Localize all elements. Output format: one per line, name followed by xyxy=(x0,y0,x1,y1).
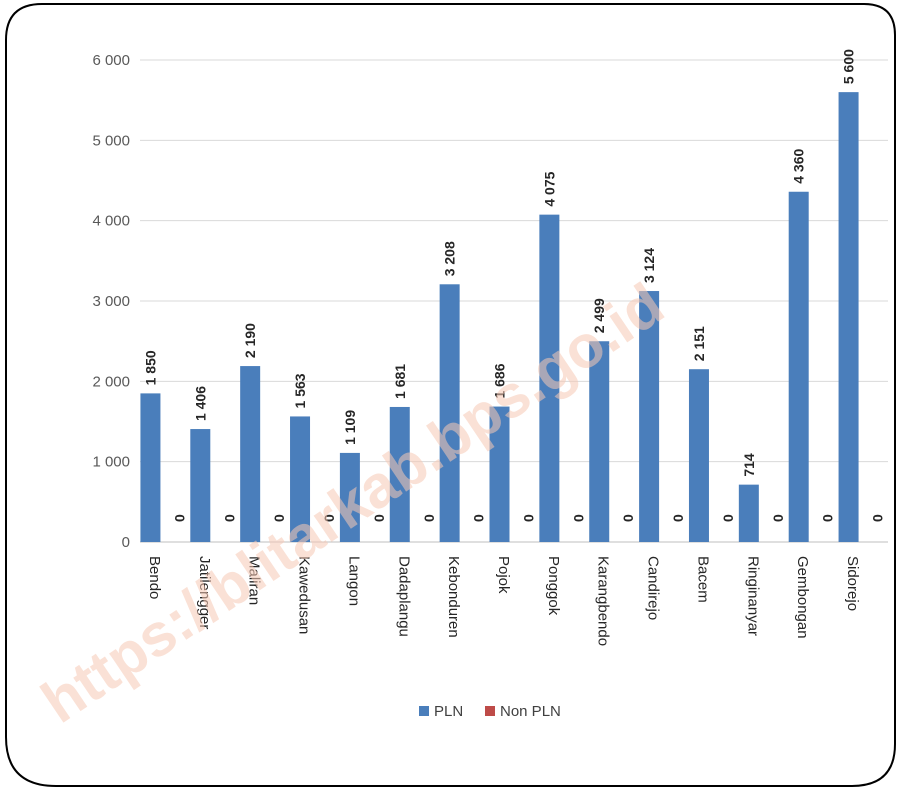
data-label-non-pln: 0 xyxy=(371,514,387,522)
bar-pln xyxy=(539,214,560,542)
bar-pln xyxy=(240,366,261,542)
bar-pln xyxy=(290,416,311,542)
data-label-pln: 2 190 xyxy=(242,323,258,358)
category-label: Ringinanyar xyxy=(744,556,761,636)
bar-pln xyxy=(639,291,660,542)
category-label: Kawedusan xyxy=(296,556,313,634)
data-label-pln: 1 850 xyxy=(142,350,158,385)
category-label: Ponggok xyxy=(545,556,562,616)
data-label-non-pln: 0 xyxy=(720,514,736,522)
data-label-pln: 1 563 xyxy=(292,373,308,408)
legend: PLN Non PLN xyxy=(419,703,561,720)
category-label: Kebonduren xyxy=(445,556,462,638)
bars xyxy=(140,92,859,542)
data-label-pln: 5 600 xyxy=(841,49,857,84)
data-label-pln: 3 124 xyxy=(641,248,657,283)
y-tick-label: 5 000 xyxy=(92,132,130,149)
data-label-non-pln: 0 xyxy=(870,514,886,522)
data-label-pln: 4 360 xyxy=(791,148,807,183)
category-label: Maliran xyxy=(246,556,263,605)
y-tick-label: 0 xyxy=(122,534,130,551)
category-label: Sidorejo xyxy=(844,556,861,611)
category-label: Bendo xyxy=(146,556,163,599)
category-label: Jatilengger xyxy=(196,556,213,629)
watermark: https://blitarkab.bps.go.id xyxy=(30,270,675,736)
data-label-non-pln: 0 xyxy=(670,514,686,522)
y-tick-label: 1 000 xyxy=(92,454,130,471)
data-label-pln: 714 xyxy=(741,453,757,477)
data-label-non-pln: 0 xyxy=(221,514,237,522)
y-axis-tick-labels: 0 1 000 2 000 3 000 4 000 5 000 6 000 xyxy=(92,52,130,551)
category-label: Candirejo xyxy=(645,556,662,620)
y-tick-label: 2 000 xyxy=(92,373,130,390)
legend-swatch-pln xyxy=(419,706,429,716)
data-label-non-pln: 0 xyxy=(271,514,287,522)
category-label: Karangbendo xyxy=(595,556,612,646)
data-label-pln: 3 208 xyxy=(442,241,458,276)
category-label: Pojok xyxy=(495,556,512,594)
bar-pln xyxy=(688,369,709,542)
category-label: Langon xyxy=(345,556,362,606)
category-label: Gembongan xyxy=(794,556,811,639)
data-label-non-pln: 0 xyxy=(570,514,586,522)
data-label-pln: 2 499 xyxy=(591,298,607,333)
data-label-non-pln: 0 xyxy=(770,514,786,522)
bar-pln xyxy=(439,284,460,542)
x-axis-category-labels: Bendo Jatilengger Maliran Kawedusan Langon Da… xyxy=(146,556,861,646)
bar-pln xyxy=(738,484,759,542)
data-label-non-pln: 0 xyxy=(471,514,487,522)
legend-label-pln: PLN xyxy=(434,703,463,720)
legend-label-non-pln: Non PLN xyxy=(500,703,561,720)
bar-pln xyxy=(140,393,161,542)
data-label-non-pln: 0 xyxy=(820,514,836,522)
category-label: Dadaplangu xyxy=(395,556,412,637)
data-label-pln: 2 151 xyxy=(691,326,707,361)
bar-pln xyxy=(489,406,510,542)
y-tick-label: 3 000 xyxy=(92,293,130,310)
bar-pln xyxy=(339,452,360,542)
gridlines xyxy=(140,59,888,543)
bar-pln xyxy=(788,191,809,542)
y-tick-label: 4 000 xyxy=(92,213,130,230)
bar-pln xyxy=(838,92,859,542)
bar-pln xyxy=(589,341,610,542)
data-label-pln: 1 686 xyxy=(492,363,508,398)
y-tick-label: 6 000 xyxy=(92,52,130,69)
data-label-non-pln: 0 xyxy=(321,514,337,522)
data-label-pln: 4 075 xyxy=(541,171,557,206)
data-label-pln: 1 681 xyxy=(392,364,408,399)
data-label-pln: 1 109 xyxy=(342,410,358,445)
data-label-non-pln: 0 xyxy=(421,514,437,522)
bar-pln xyxy=(190,429,211,542)
category-label: Bacem xyxy=(694,556,711,603)
data-label-non-pln: 0 xyxy=(171,514,187,522)
data-labels: 1 850 0 1 406 0 2 190 0 1 563 0 1 109 0 1 681 0 3 20… xyxy=(142,49,885,522)
data-label-non-pln: 0 xyxy=(620,514,636,522)
bar-pln xyxy=(389,406,410,542)
data-label-non-pln: 0 xyxy=(521,514,537,522)
legend-swatch-non-pln xyxy=(485,706,495,716)
data-label-pln: 1 406 xyxy=(192,386,208,421)
